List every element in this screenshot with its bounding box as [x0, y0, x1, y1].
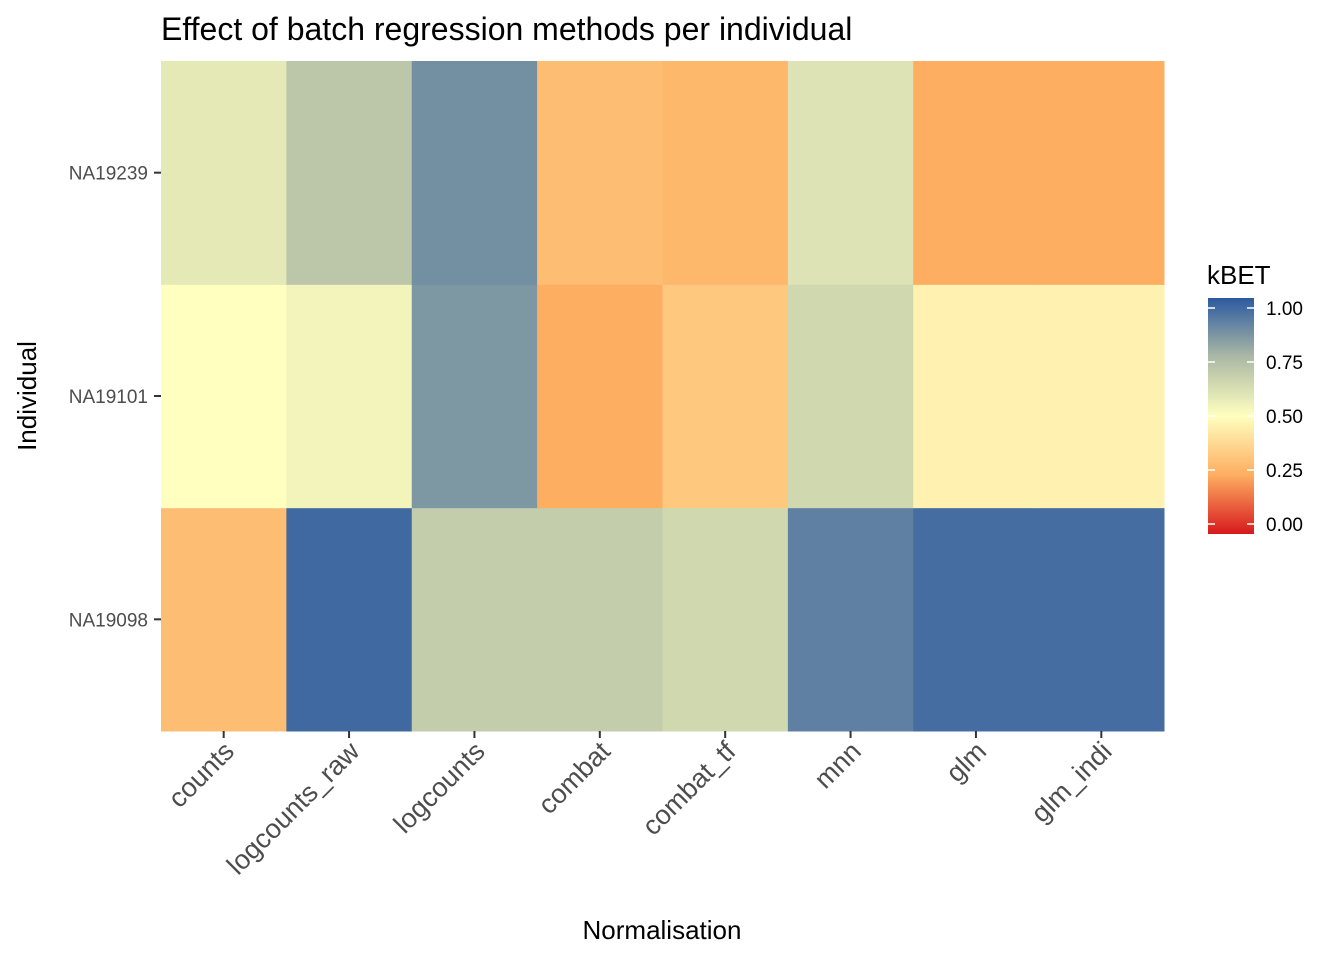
chart-title: Effect of batch regression methods per i… — [161, 11, 852, 47]
x-tick-label: mnn — [808, 736, 866, 794]
heatmap-cell-NA19101-glm_indi — [1038, 284, 1165, 509]
x-tick-label: logcounts — [388, 736, 491, 839]
heatmap-cell-NA19098-counts — [161, 507, 287, 732]
heatmap-cell-NA19239-glm — [913, 61, 1040, 285]
legend-tick-label: 0.25 — [1266, 461, 1303, 482]
legend-tick-label: 0.50 — [1266, 407, 1303, 428]
heatmap-cell-NA19239-logcounts — [411, 61, 538, 285]
legend-tick-label: 0.00 — [1266, 515, 1303, 536]
x-tick-label: combat — [532, 736, 616, 820]
legend-colorbar — [1208, 298, 1254, 534]
heatmap-cell-NA19239-mnn — [787, 61, 914, 285]
y-axis-title: Individual — [12, 341, 42, 451]
x-axis-title: Normalisation — [583, 915, 742, 945]
heatmap-cell-NA19101-mnn — [787, 284, 914, 509]
x-tick-label: counts — [162, 736, 239, 813]
heatmap-cell-NA19101-combat_tf — [662, 284, 789, 509]
legend-ticks: 1.00 0.75 0.50 0.25 0.00 — [1208, 299, 1303, 536]
heatmap-cell-NA19239-combat — [537, 61, 663, 285]
heatmap-cell-NA19098-glm_indi — [1038, 507, 1165, 732]
legend-title: kBET — [1207, 260, 1271, 290]
heatmap-cell-NA19098-glm — [913, 507, 1040, 732]
heatmap-cell-NA19098-mnn — [787, 507, 914, 732]
y-axis: NA19098 NA19101 NA19239 — [69, 164, 161, 631]
x-tick-label: glm_indi — [1025, 736, 1117, 828]
heatmap-cells — [161, 61, 1165, 732]
x-tick-label: logcounts_raw — [221, 736, 366, 881]
y-tick-label: NA19239 — [69, 164, 148, 185]
heatmap-cell-NA19101-logcounts_raw — [286, 284, 413, 509]
x-tick-label: combat_tf — [636, 736, 741, 841]
heatmap-cell-NA19239-counts — [161, 61, 287, 285]
heatmap-cell-NA19101-logcounts — [411, 284, 538, 509]
heatmap-cell-NA19098-combat — [537, 507, 663, 732]
x-tick-label: glm — [940, 736, 992, 788]
heatmap-cell-NA19101-combat — [537, 284, 663, 509]
legend: kBET 1.00 0.75 0.50 0.25 0.00 — [1207, 260, 1303, 536]
heatmap-cell-NA19098-combat_tf — [662, 507, 789, 732]
legend-tick-label: 1.00 — [1266, 299, 1303, 320]
heatmap-cell-NA19098-logcounts_raw — [286, 507, 413, 732]
legend-tick-label: 0.75 — [1266, 353, 1303, 374]
heatmap-cell-NA19101-counts — [161, 284, 287, 509]
y-tick-label: NA19098 — [69, 610, 148, 631]
y-tick-label: NA19101 — [69, 387, 148, 408]
heatmap-cell-NA19098-logcounts — [411, 507, 538, 732]
heatmap-cell-NA19239-combat_tf — [662, 61, 789, 285]
heatmap-cell-NA19101-glm — [913, 284, 1040, 509]
heatmap-cell-NA19239-logcounts_raw — [286, 61, 413, 285]
heatmap-cell-NA19239-glm_indi — [1038, 61, 1165, 285]
